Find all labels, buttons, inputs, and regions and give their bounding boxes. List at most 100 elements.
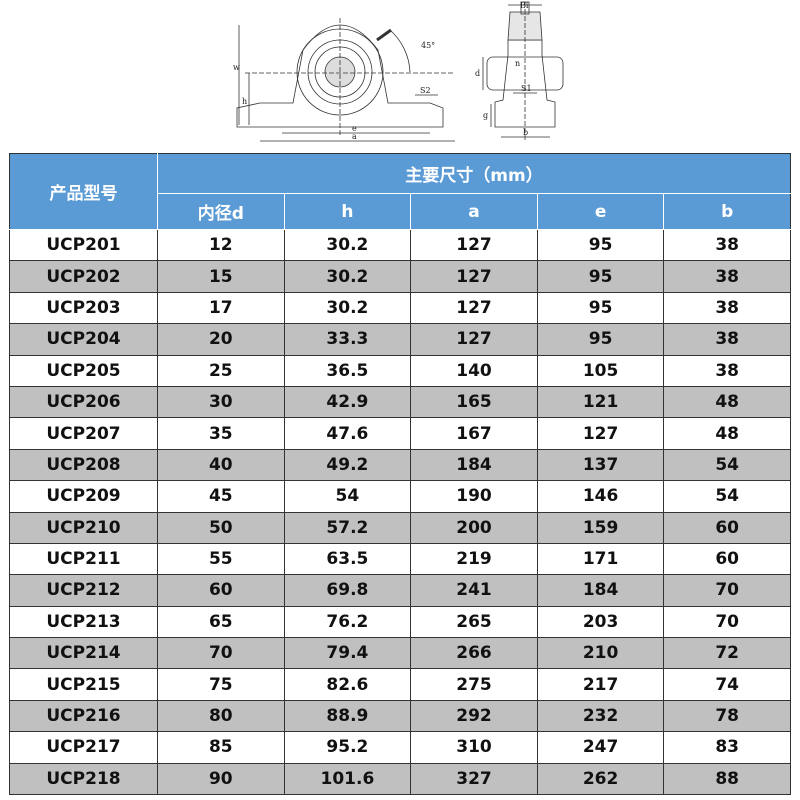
cell-h: 33.3 xyxy=(283,323,412,356)
table-row: UCP205 25 36.5 140 105 38 xyxy=(9,354,791,387)
cell-a: 127 xyxy=(410,291,538,325)
dimensions-group-header: 主要尺寸（mm） xyxy=(157,153,791,194)
cell-a: 219 xyxy=(410,542,538,576)
cell-b: 38 xyxy=(663,291,791,325)
cell-bore-d: 90 xyxy=(157,762,285,796)
column-header-d: 内径d xyxy=(157,193,285,230)
table-row: UCP203 17 30.2 127 95 38 xyxy=(9,291,791,325)
label-b: b xyxy=(523,128,528,137)
cell-a: 127 xyxy=(410,260,538,293)
column-header-b: b xyxy=(663,193,791,230)
cell-e: 146 xyxy=(536,480,665,513)
cell-model: UCP211 xyxy=(9,542,158,576)
cell-e: 137 xyxy=(536,448,665,482)
cell-model: UCP201 xyxy=(9,228,158,262)
table-row: UCP210 50 57.2 200 159 60 xyxy=(9,511,791,544)
cell-a: 327 xyxy=(410,762,538,796)
cell-h: 95.2 xyxy=(283,731,412,764)
table-row: UCP202 15 30.2 127 95 38 xyxy=(9,260,791,293)
cell-bore-d: 30 xyxy=(157,385,285,419)
model-header: 产品型号 xyxy=(9,153,158,230)
cell-h: 30.2 xyxy=(283,228,412,262)
cell-a: 165 xyxy=(410,385,538,419)
cell-h: 30.2 xyxy=(283,260,412,293)
cell-a: 241 xyxy=(410,574,538,607)
label-a: a xyxy=(352,132,357,141)
column-header-h: h xyxy=(283,193,412,230)
cell-model: UCP209 xyxy=(9,480,158,513)
cell-b: 38 xyxy=(663,354,791,387)
cell-bore-d: 17 xyxy=(157,291,285,325)
cell-model: UCP203 xyxy=(9,291,158,325)
cell-h: 57.2 xyxy=(283,511,412,544)
cell-bore-d: 25 xyxy=(157,354,285,387)
table-body: UCP201 12 30.2 127 95 38 UCP202 15 30.2 127 95 38 UC… xyxy=(9,228,791,796)
cell-e: 210 xyxy=(536,637,665,670)
label-e: e xyxy=(352,124,357,133)
table-row: UCP211 55 63.5 219 171 60 xyxy=(9,542,791,576)
cell-b: 54 xyxy=(663,448,791,482)
cell-model: UCP215 xyxy=(9,668,158,701)
cell-bore-d: 40 xyxy=(157,448,285,482)
cell-bore-d: 55 xyxy=(157,542,285,576)
cell-bore-d: 50 xyxy=(157,511,285,544)
cell-b: 38 xyxy=(663,323,791,356)
cell-model: UCP217 xyxy=(9,731,158,764)
cell-a: 275 xyxy=(410,668,538,701)
label-n: n xyxy=(515,59,520,68)
cell-b: 78 xyxy=(663,699,791,733)
cell-bore-d: 75 xyxy=(157,668,285,701)
cell-bore-d: 60 xyxy=(157,574,285,607)
cell-model: UCP204 xyxy=(9,323,158,356)
cell-e: 203 xyxy=(536,605,665,639)
cell-model: UCP214 xyxy=(9,637,158,670)
table-row: UCP208 40 49.2 184 137 54 xyxy=(9,448,791,482)
cell-a: 292 xyxy=(410,699,538,733)
cell-model: UCP207 xyxy=(9,417,158,450)
label-d: d xyxy=(475,69,480,78)
cell-b: 88 xyxy=(663,762,791,796)
cell-h: 54 xyxy=(283,480,412,513)
table-row: UCP209 45 54 190 146 54 xyxy=(9,480,791,513)
cell-e: 121 xyxy=(536,385,665,419)
table-row: UCP204 20 33.3 127 95 38 xyxy=(9,323,791,356)
cell-e: 95 xyxy=(536,323,665,356)
cell-h: 49.2 xyxy=(283,448,412,482)
cell-a: 200 xyxy=(410,511,538,544)
cell-e: 171 xyxy=(536,542,665,576)
cell-bore-d: 70 xyxy=(157,637,285,670)
cell-e: 184 xyxy=(536,574,665,607)
pillow-block-bearing-drawing: w h e a S2 45° Bi n d S1 g b xyxy=(233,1,564,142)
cell-b: 72 xyxy=(663,637,791,670)
cell-bore-d: 35 xyxy=(157,417,285,450)
cell-model: UCP202 xyxy=(9,260,158,293)
cell-h: 30.2 xyxy=(283,291,412,325)
table-row: UCP216 80 88.9 292 232 78 xyxy=(9,699,791,733)
cell-bore-d: 20 xyxy=(157,323,285,356)
table-row: UCP218 90 101.6 327 262 88 xyxy=(9,762,791,796)
cell-a: 310 xyxy=(410,731,538,764)
column-header-e: e xyxy=(536,193,665,230)
cell-model: UCP210 xyxy=(9,511,158,544)
table-row: UCP212 60 69.8 241 184 70 xyxy=(9,574,791,607)
cell-h: 76.2 xyxy=(283,605,412,639)
cell-b: 70 xyxy=(663,574,791,607)
label-bi: Bi xyxy=(520,1,529,10)
cell-b: 74 xyxy=(663,668,791,701)
cell-e: 95 xyxy=(536,291,665,325)
cell-a: 184 xyxy=(410,448,538,482)
cell-model: UCP216 xyxy=(9,699,158,733)
cell-b: 70 xyxy=(663,605,791,639)
table-row: UCP206 30 42.9 165 121 48 xyxy=(9,385,791,419)
table-row: UCP207 35 47.6 167 127 48 xyxy=(9,417,791,450)
cell-b: 38 xyxy=(663,260,791,293)
table-row: UCP213 65 76.2 265 203 70 xyxy=(9,605,791,639)
cell-e: 95 xyxy=(536,228,665,262)
cell-bore-d: 80 xyxy=(157,699,285,733)
cell-h: 79.4 xyxy=(283,637,412,670)
cell-b: 54 xyxy=(663,480,791,513)
cell-bore-d: 85 xyxy=(157,731,285,764)
cell-e: 217 xyxy=(536,668,665,701)
dimensions-table: 产品型号 主要尺寸（mm） 内径d h a e b UCP201 12 30.2 12… xyxy=(9,153,791,796)
cell-e: 159 xyxy=(536,511,665,544)
